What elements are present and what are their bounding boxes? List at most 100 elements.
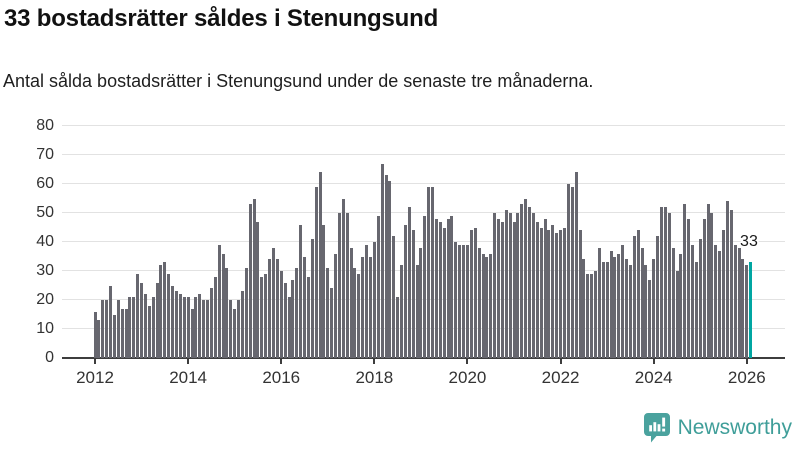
- bar-month-60: [326, 268, 330, 358]
- bar-month-8: [124, 308, 128, 358]
- bar-month-26: [194, 297, 198, 358]
- bar-month-109: [516, 213, 520, 358]
- bar-month-61: [330, 288, 334, 358]
- x-axis-label-2024: 2024: [634, 368, 673, 387]
- bar-month-154: [691, 244, 695, 358]
- bar-chart-plot-area: 0 10 20 30 40 50 60 70 80 2012 2014 2016 2018 2020 202…: [36, 118, 785, 387]
- x-axis-tick-2024: [652, 358, 655, 364]
- bar-month-160: [714, 244, 718, 358]
- bar-month-144: [652, 259, 656, 358]
- bar-month-10: [132, 297, 136, 358]
- page-title: 33 bostadsrätter såldes i Stenungsund: [4, 5, 439, 32]
- bar-month-119: [555, 233, 559, 358]
- bar-month-75: [384, 175, 388, 358]
- bar-month-12: [140, 282, 144, 358]
- bar-month-0: [93, 311, 97, 358]
- bar-month-136: [621, 244, 625, 358]
- bar-month-66: [349, 247, 353, 358]
- x-axis-label-2026: 2026: [727, 368, 766, 387]
- bar-month-36: [233, 308, 237, 358]
- bar-month-68: [357, 273, 361, 358]
- bar-month-131: [601, 262, 605, 358]
- bar-month-46: [271, 247, 275, 358]
- bar-month-31: [213, 276, 217, 358]
- bar-month-58: [318, 172, 322, 358]
- bar-month-33: [221, 253, 225, 358]
- bar-month-93: [454, 242, 458, 358]
- bar-month-79: [400, 265, 404, 358]
- bar-month-85: [423, 215, 427, 358]
- bar-month-1: [97, 320, 101, 358]
- bar-month-63: [337, 213, 341, 358]
- bar-month-27: [198, 294, 202, 358]
- bar-month-6: [116, 300, 120, 358]
- y-axis-label-40: 40: [36, 233, 54, 250]
- chart-subtitle: Antal sålda bostadsrätter i Stenungsund …: [3, 71, 594, 91]
- bar-month-101: [485, 256, 489, 358]
- bar-month-16: [155, 282, 159, 358]
- bar-month-133: [609, 250, 613, 358]
- bar-month-50: [287, 297, 291, 358]
- bar-month-23: [182, 297, 186, 358]
- bar-month-107: [508, 213, 512, 358]
- bar-month-38: [240, 291, 244, 358]
- bar-month-106: [504, 210, 508, 358]
- bar-month-56: [310, 239, 314, 358]
- bar-month-77: [392, 236, 396, 358]
- bar-month-57: [314, 186, 318, 358]
- bar-month-141: [640, 247, 644, 358]
- bar-month-110: [520, 204, 524, 358]
- bar-month-90: [442, 227, 446, 358]
- x-axis-label-2022: 2022: [541, 368, 580, 387]
- bar-month-47: [275, 259, 279, 358]
- bar-month-30: [209, 288, 213, 358]
- bar-month-3: [105, 300, 109, 358]
- y-axis-label-10: 10: [36, 320, 54, 337]
- bar-month-49: [283, 282, 287, 358]
- bar-month-71: [368, 256, 372, 358]
- bar-month-121: [562, 227, 566, 358]
- bar-month-83: [415, 265, 419, 358]
- bar-month-143: [648, 279, 652, 358]
- bar-month-134: [613, 256, 617, 358]
- bar-month-120: [559, 230, 563, 358]
- bar-month-99: [477, 247, 481, 358]
- x-axis-label-2020: 2020: [448, 368, 487, 387]
- bar-month-95: [462, 244, 466, 358]
- newsworthy-icon: [643, 413, 670, 443]
- bar-month-113: [531, 213, 535, 358]
- x-axis-label-2014: 2014: [169, 368, 208, 387]
- bar-month-114: [535, 221, 539, 358]
- bar-month-9: [128, 297, 132, 358]
- newsworthy-logo[interactable]: Newsworthy: [643, 413, 792, 443]
- bar-month-28: [202, 300, 206, 358]
- gridline-y-60: [62, 183, 785, 184]
- bar-latest-highlight: [749, 262, 753, 358]
- x-axis-label-2018: 2018: [355, 368, 394, 387]
- newsworthy-wordmark: Newsworthy: [677, 416, 792, 439]
- bar-month-59: [322, 224, 326, 358]
- bar-month-158: [706, 204, 710, 358]
- bar-month-41: [252, 198, 256, 358]
- bar-month-84: [419, 247, 423, 358]
- bar-month-156: [698, 239, 702, 358]
- bar-month-96: [465, 244, 469, 358]
- bar-month-78: [396, 297, 400, 358]
- bar-month-111: [524, 198, 528, 358]
- bar-month-70: [365, 244, 369, 358]
- gridline-y-50: [62, 212, 785, 213]
- bar-month-151: [679, 253, 683, 358]
- bar-month-17: [159, 265, 163, 358]
- bar-month-80: [403, 224, 407, 358]
- bar-month-157: [702, 218, 706, 358]
- bar-month-108: [512, 221, 516, 358]
- latest-value-label: 33: [740, 233, 758, 251]
- bar-month-53: [299, 224, 303, 358]
- bar-month-91: [446, 218, 450, 358]
- bar-month-37: [237, 300, 241, 358]
- bar-month-116: [543, 218, 547, 358]
- bar-month-115: [539, 227, 543, 358]
- bar-month-164: [729, 210, 733, 358]
- bar-month-149: [671, 247, 675, 358]
- bar-month-52: [295, 268, 299, 358]
